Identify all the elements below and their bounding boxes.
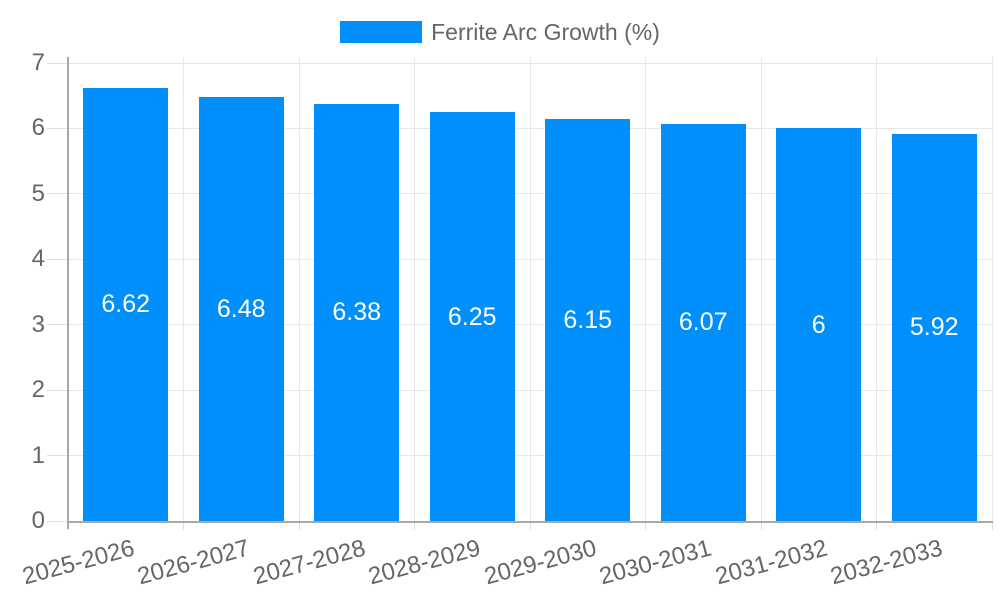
- y-axis-label: 4: [31, 245, 45, 273]
- x-gridline: [298, 57, 300, 521]
- legend-marker: [340, 21, 423, 43]
- y-tick: [47, 520, 68, 522]
- x-tick: [991, 522, 993, 530]
- x-gridline: [991, 57, 993, 521]
- bar[interactable]: [83, 87, 169, 521]
- x-gridline: [760, 57, 762, 521]
- bar[interactable]: [429, 112, 515, 521]
- bar[interactable]: [891, 133, 977, 521]
- x-tick: [298, 522, 300, 530]
- y-tick: [47, 389, 68, 391]
- x-axis-line: [67, 521, 993, 523]
- x-tick: [760, 522, 762, 530]
- x-tick: [414, 522, 415, 530]
- x-tick: [645, 522, 646, 530]
- x-gridline: [183, 57, 184, 521]
- bar[interactable]: [660, 123, 746, 521]
- bar[interactable]: [545, 118, 631, 521]
- y-tick: [47, 324, 68, 326]
- y-tick: [47, 258, 68, 260]
- x-tick: [876, 522, 877, 530]
- y-axis-label: 7: [31, 49, 45, 76]
- x-gridline: [414, 57, 415, 521]
- y-axis-label: 6: [31, 114, 45, 142]
- x-gridline: [645, 57, 646, 521]
- y-tick: [47, 127, 68, 129]
- x-gridline: [529, 57, 531, 521]
- y-axis-label: 1: [31, 441, 45, 469]
- legend[interactable]: Ferrite Arc Growth (%): [0, 19, 1000, 45]
- x-tick: [529, 522, 531, 530]
- y-axis-line: [67, 57, 69, 529]
- bar[interactable]: [198, 97, 284, 521]
- y-axis-label: 3: [31, 310, 45, 338]
- x-gridline: [876, 57, 877, 521]
- y-tick: [47, 193, 68, 195]
- bar[interactable]: [314, 103, 400, 521]
- bar[interactable]: [776, 128, 862, 521]
- y-tick: [47, 455, 68, 457]
- x-tick: [183, 522, 184, 530]
- legend-label: Ferrite Arc Growth (%): [431, 19, 660, 45]
- y-tick: [47, 62, 68, 64]
- y-axis-label: 5: [31, 179, 45, 207]
- y-axis-label: 2: [31, 376, 45, 404]
- y-axis-label: 0: [31, 507, 45, 534]
